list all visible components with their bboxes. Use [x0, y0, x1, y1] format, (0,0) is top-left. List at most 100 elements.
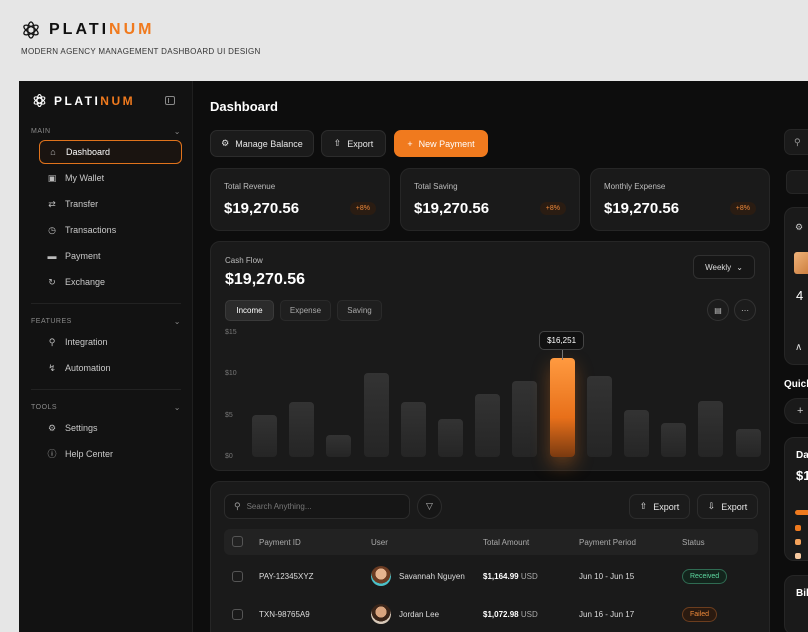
section-main: MAIN ⌄ [31, 125, 181, 137]
search-box[interactable]: ⚲ [224, 494, 410, 519]
bar[interactable] [326, 435, 352, 457]
stat-value: $19,270.56 [604, 200, 680, 217]
sidebar-item-exchange[interactable]: ↻ Exchange [39, 270, 182, 294]
download-icon: ⇩ [707, 501, 716, 511]
sidebar-item-help-center[interactable]: ⓘ Help Center [39, 442, 182, 466]
sidebar-item-label: Transactions [65, 225, 117, 235]
quick-add-button[interactable]: + [784, 398, 808, 424]
sidebar-item-settings[interactable]: ⚙ Settings [39, 416, 182, 440]
plus-icon: + [797, 405, 804, 417]
bar[interactable] [289, 402, 315, 457]
right-toggle[interactable] [786, 170, 808, 194]
bar[interactable] [252, 415, 277, 457]
total-amount: $1,164.99 USD [483, 572, 538, 581]
bills-label: Bil [796, 588, 808, 599]
table-header: Payment ID User Total Amount Payment Per… [224, 529, 758, 555]
column-header[interactable]: Total Amount [483, 538, 530, 547]
sidebar-item-label: Help Center [65, 449, 114, 459]
tab-expense[interactable]: Expense [280, 300, 331, 321]
y-tick-label: $5 [225, 412, 233, 419]
bar[interactable] [512, 381, 538, 457]
table-row[interactable]: TXN-98765A9 Jordan Lee $1,072.98 USD Jun… [224, 598, 758, 630]
exchange-icon: ↻ [48, 277, 56, 287]
sidebar-item-transfer[interactable]: ⇄ Transfer [39, 192, 182, 216]
section-divider [31, 385, 181, 390]
filter-icon[interactable]: ▽ [417, 494, 442, 519]
bar[interactable] [438, 419, 463, 457]
payment-period: Jun 10 - Jun 15 [579, 572, 635, 581]
progress-bar [795, 510, 808, 515]
bar[interactable] [475, 394, 501, 457]
stat-value: $19,270.56 [224, 200, 300, 217]
home-icon: ⌂ [50, 147, 56, 157]
column-header[interactable]: User [371, 538, 388, 547]
tab-saving[interactable]: Saving [337, 300, 382, 321]
bar-highlighted[interactable] [549, 357, 575, 457]
plug-icon: ⚲ [48, 337, 56, 347]
chevron-down-icon[interactable]: ⌄ [173, 402, 181, 412]
bar[interactable] [735, 429, 761, 457]
manage-balance-button[interactable]: ⚙ Manage Balance [210, 130, 314, 157]
bar[interactable] [661, 423, 687, 457]
export-download-button[interactable]: ⇩ Export [697, 494, 758, 519]
sidebar-item-transactions[interactable]: ◷ Transactions [39, 218, 182, 242]
more-options-icon[interactable]: ⋯ [734, 299, 756, 321]
column-header[interactable]: Payment Period [579, 538, 636, 547]
card-number-partial: 4 [796, 288, 804, 303]
sidebar-collapse-icon[interactable] [165, 96, 175, 105]
column-header[interactable]: Payment ID [259, 538, 301, 547]
user-name: Savannah Nguyen [399, 572, 465, 581]
period-select[interactable]: Weekly ⌄ [693, 255, 755, 279]
stat-label: Total Saving [414, 182, 458, 191]
search-icon: ⚲ [234, 501, 241, 511]
sidebar-logo[interactable]: PLATINUM [32, 93, 135, 108]
showcase-subtitle: MODERN AGENCY MANAGEMENT DASHBOARD UI DE… [21, 47, 261, 56]
select-all-checkbox[interactable] [232, 536, 243, 547]
button-label: Manage Balance [235, 138, 303, 149]
stat-card-total-revenue: Total Revenue $19,270.56 +8% [210, 168, 390, 231]
row-checkbox[interactable] [232, 571, 243, 582]
gear-icon: ⚙ [221, 138, 230, 148]
bar[interactable] [624, 409, 649, 457]
legend-dot [795, 525, 801, 531]
bar[interactable] [586, 376, 612, 457]
sidebar-brand-name: PLATINUM [54, 93, 136, 108]
card-network-icon: ∧ [795, 342, 803, 353]
column-header[interactable]: Status [682, 538, 705, 547]
daily-label: Da [796, 450, 808, 461]
bar-chart-icon[interactable]: ▤ [707, 299, 729, 321]
tab-income[interactable]: Income [225, 300, 274, 321]
upload-icon: ⇧ [333, 138, 342, 148]
quick-label: Quick [784, 379, 808, 390]
bar[interactable] [400, 401, 426, 457]
user-name: Jordan Lee [399, 610, 440, 619]
sidebar-item-automation[interactable]: ↯ Automation [39, 356, 182, 380]
table-row[interactable]: PAY-12345XYZ Savannah Nguyen $1,164.99 U… [224, 560, 758, 592]
cash-flow-label: Cash Flow [225, 256, 263, 265]
sidebar-item-my-wallet[interactable]: ▣ My Wallet [39, 166, 182, 190]
right-search-box[interactable]: ⚲ [784, 129, 808, 155]
new-payment-button[interactable]: + New Payment [394, 130, 488, 157]
total-amount: $1,072.98 USD [483, 610, 538, 619]
change-badge: +8% [729, 202, 756, 215]
button-label: Export [721, 501, 748, 512]
chevron-down-icon[interactable]: ⌄ [173, 316, 181, 326]
sidebar-item-label: Transfer [65, 199, 99, 209]
export-button[interactable]: ⇧ Export [629, 494, 690, 519]
chevron-down-icon[interactable]: ⌄ [173, 126, 181, 136]
help-icon: ⓘ [47, 449, 57, 459]
sidebar-item-integration[interactable]: ⚲ Integration [39, 330, 182, 354]
tooltip-line [562, 349, 564, 360]
bar[interactable] [363, 373, 389, 457]
page-title: Dashboard [210, 99, 278, 114]
sidebar-item-dashboard[interactable]: ⌂ Dashboard [39, 140, 182, 164]
bar[interactable] [698, 400, 724, 457]
sidebar-item-payment[interactable]: ▬ Payment [39, 244, 182, 268]
export-button[interactable]: ⇧ Export [321, 130, 386, 157]
cash-flow-card: Cash Flow $19,270.56 Weekly ⌄ Income Expe… [210, 241, 770, 471]
row-checkbox[interactable] [232, 609, 243, 620]
search-input[interactable] [246, 502, 397, 511]
avatar [371, 566, 391, 586]
period-select-value: Weekly [705, 262, 732, 272]
flower-logo-icon [33, 93, 46, 108]
